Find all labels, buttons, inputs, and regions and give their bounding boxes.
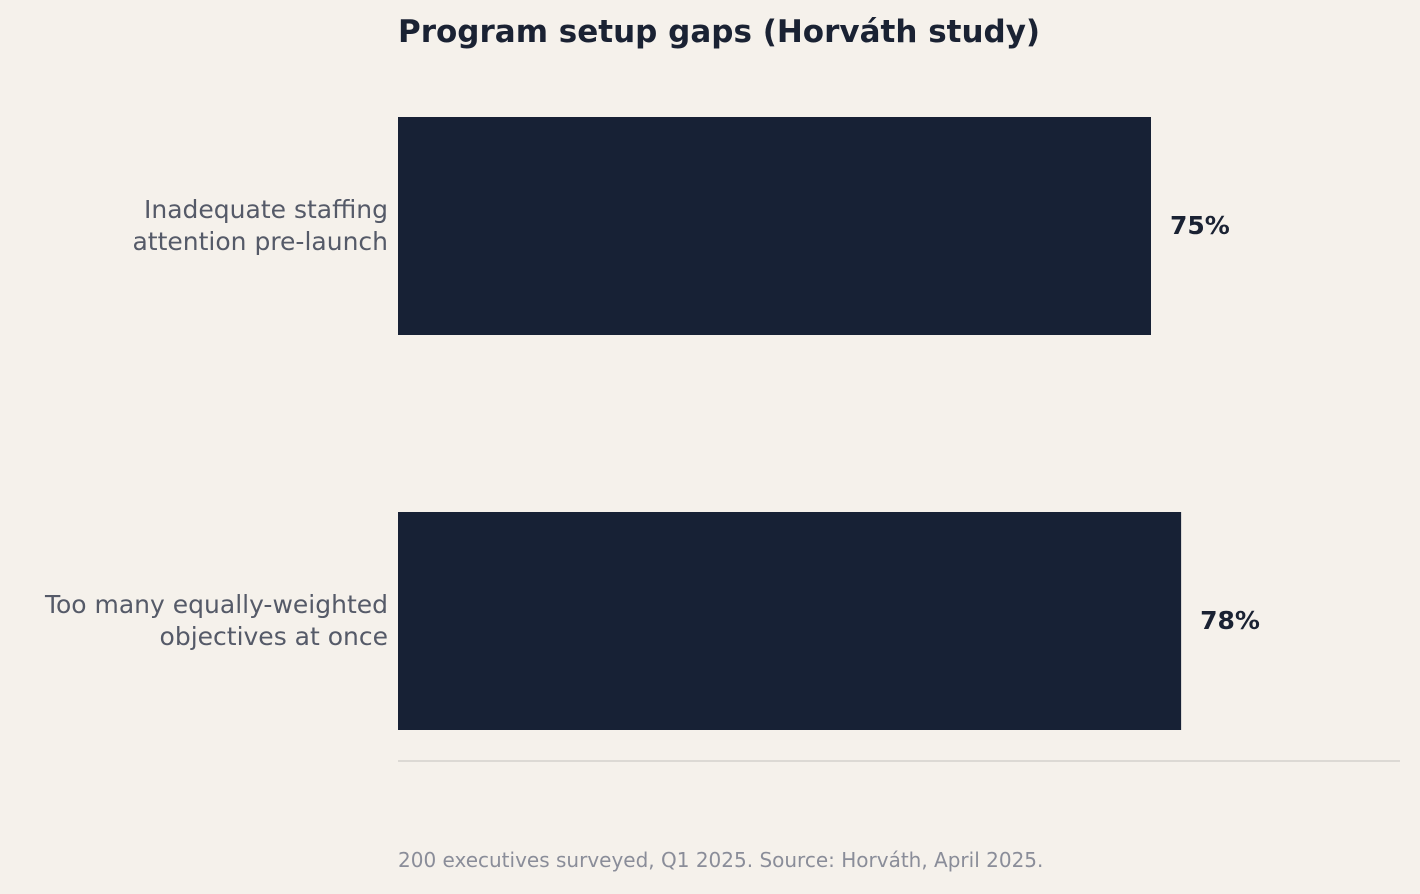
footnote: 200 executives surveyed, Q1 2025. Source…	[398, 848, 1044, 872]
chart-title: Program setup gaps (Horváth study)	[398, 14, 1041, 50]
category-label: Inadequate staffing attention pre-launch	[132, 195, 388, 256]
category-label: Too many equally-weighted objectives at …	[44, 590, 388, 651]
bar	[398, 512, 1182, 730]
bar	[398, 117, 1151, 335]
value-label: 78%	[1200, 606, 1260, 635]
value-label: 75%	[1170, 211, 1230, 240]
